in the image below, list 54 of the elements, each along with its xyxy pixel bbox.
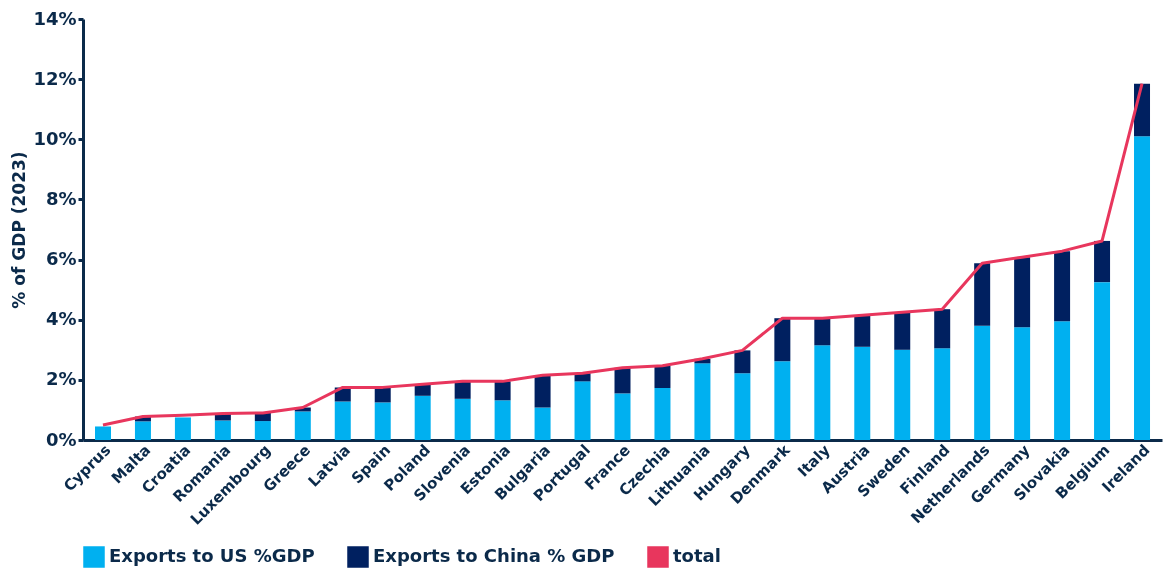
bar (534, 407, 551, 440)
bar (854, 315, 871, 347)
y-axis-title: % of GDP (2023) (9, 151, 30, 309)
bar (134, 421, 151, 440)
bar (694, 363, 711, 440)
bar (1054, 321, 1071, 440)
bar (1094, 282, 1111, 440)
bar (934, 309, 951, 349)
bar (894, 349, 911, 440)
bar (1054, 251, 1071, 322)
bar (494, 381, 511, 401)
line-series (101, 82, 1144, 427)
bar (614, 367, 631, 394)
bar (1134, 136, 1151, 440)
bar (774, 361, 791, 440)
bar (94, 426, 111, 440)
bar (734, 373, 751, 440)
bar (174, 417, 191, 440)
bar (654, 365, 671, 388)
y-tick-label: 4% (45, 308, 77, 330)
legend-label: Exports to US %GDP (109, 545, 315, 566)
bar (1014, 257, 1031, 328)
bar (454, 398, 471, 440)
bar (854, 346, 871, 440)
bar (974, 263, 991, 326)
bar (774, 318, 791, 362)
bar (214, 420, 231, 440)
bar (974, 325, 991, 440)
bar (294, 411, 311, 440)
bar (894, 312, 911, 350)
bar (814, 345, 831, 440)
bar (654, 387, 671, 440)
bar (254, 421, 271, 440)
bar (734, 350, 751, 374)
bar (574, 381, 591, 440)
bar (614, 393, 631, 440)
bar (334, 401, 351, 440)
y-tick-label: 0% (45, 428, 77, 450)
bar (534, 375, 551, 408)
y-tick-label: 8% (45, 187, 77, 209)
y-tick-label: 2% (45, 368, 77, 390)
legend-label: Exports to China % GDP (373, 545, 615, 566)
bar (814, 318, 831, 346)
legend-label: total (673, 545, 721, 566)
bar (374, 402, 391, 440)
bar (494, 400, 511, 440)
bar (414, 395, 431, 440)
y-tick-label: 10% (33, 127, 77, 149)
y-tick-label: 6% (45, 248, 77, 270)
y-tick-label: 12% (33, 67, 77, 89)
bar (1094, 240, 1111, 283)
bar (934, 348, 951, 440)
bar (1014, 327, 1031, 440)
y-tick-label: 14% (33, 7, 77, 29)
